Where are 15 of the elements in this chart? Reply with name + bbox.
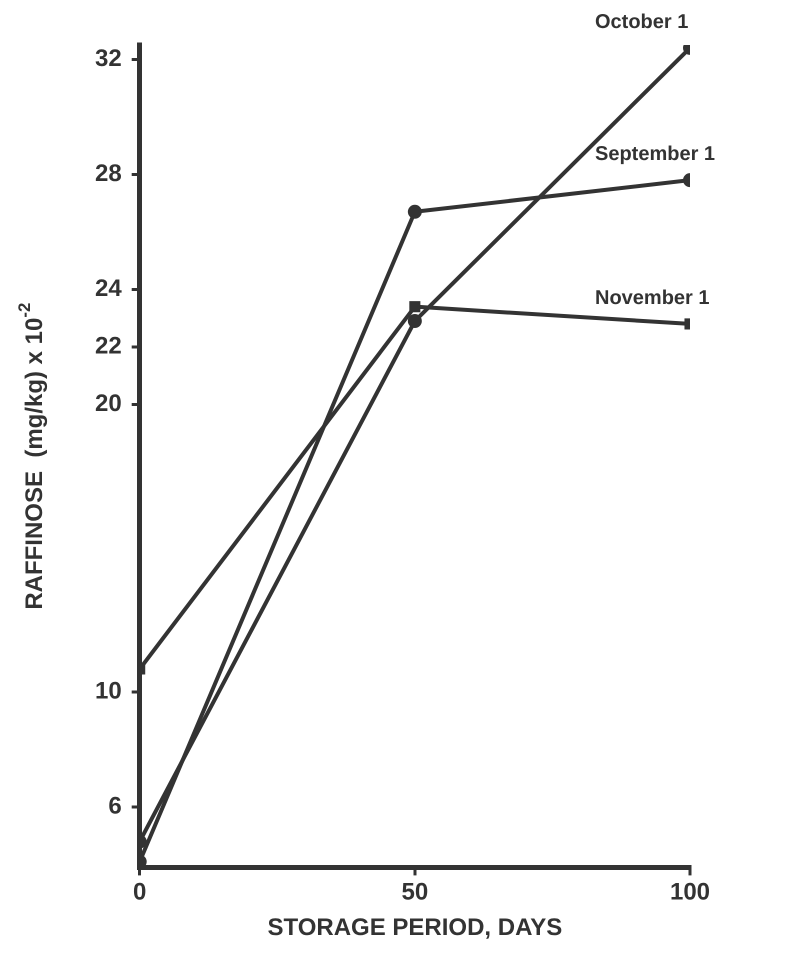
x-tick-label: 0 — [133, 878, 146, 906]
x-tick-label: 50 — [401, 878, 428, 906]
y-tick-label: 28 — [94, 160, 122, 188]
x-tick-label: 100 — [670, 878, 710, 906]
y-tick-label: 22 — [94, 332, 122, 360]
series-label: September 1 — [595, 143, 716, 166]
y-tick-label: 32 — [94, 45, 122, 72]
y-axis-title: RAFFINOSE (mg/kg) x 10-2 — [15, 302, 48, 610]
y-tick-label: 20 — [94, 390, 122, 418]
series-label: October 1 — [595, 10, 688, 33]
x-axis-title: STORAGE PERIOD, DAYS — [267, 914, 562, 942]
y-tick-label: 10 — [94, 678, 122, 705]
y-tick-label: 24 — [94, 275, 122, 302]
y-tick-label: 6 — [108, 792, 122, 820]
series-label: November 1 — [595, 286, 710, 309]
